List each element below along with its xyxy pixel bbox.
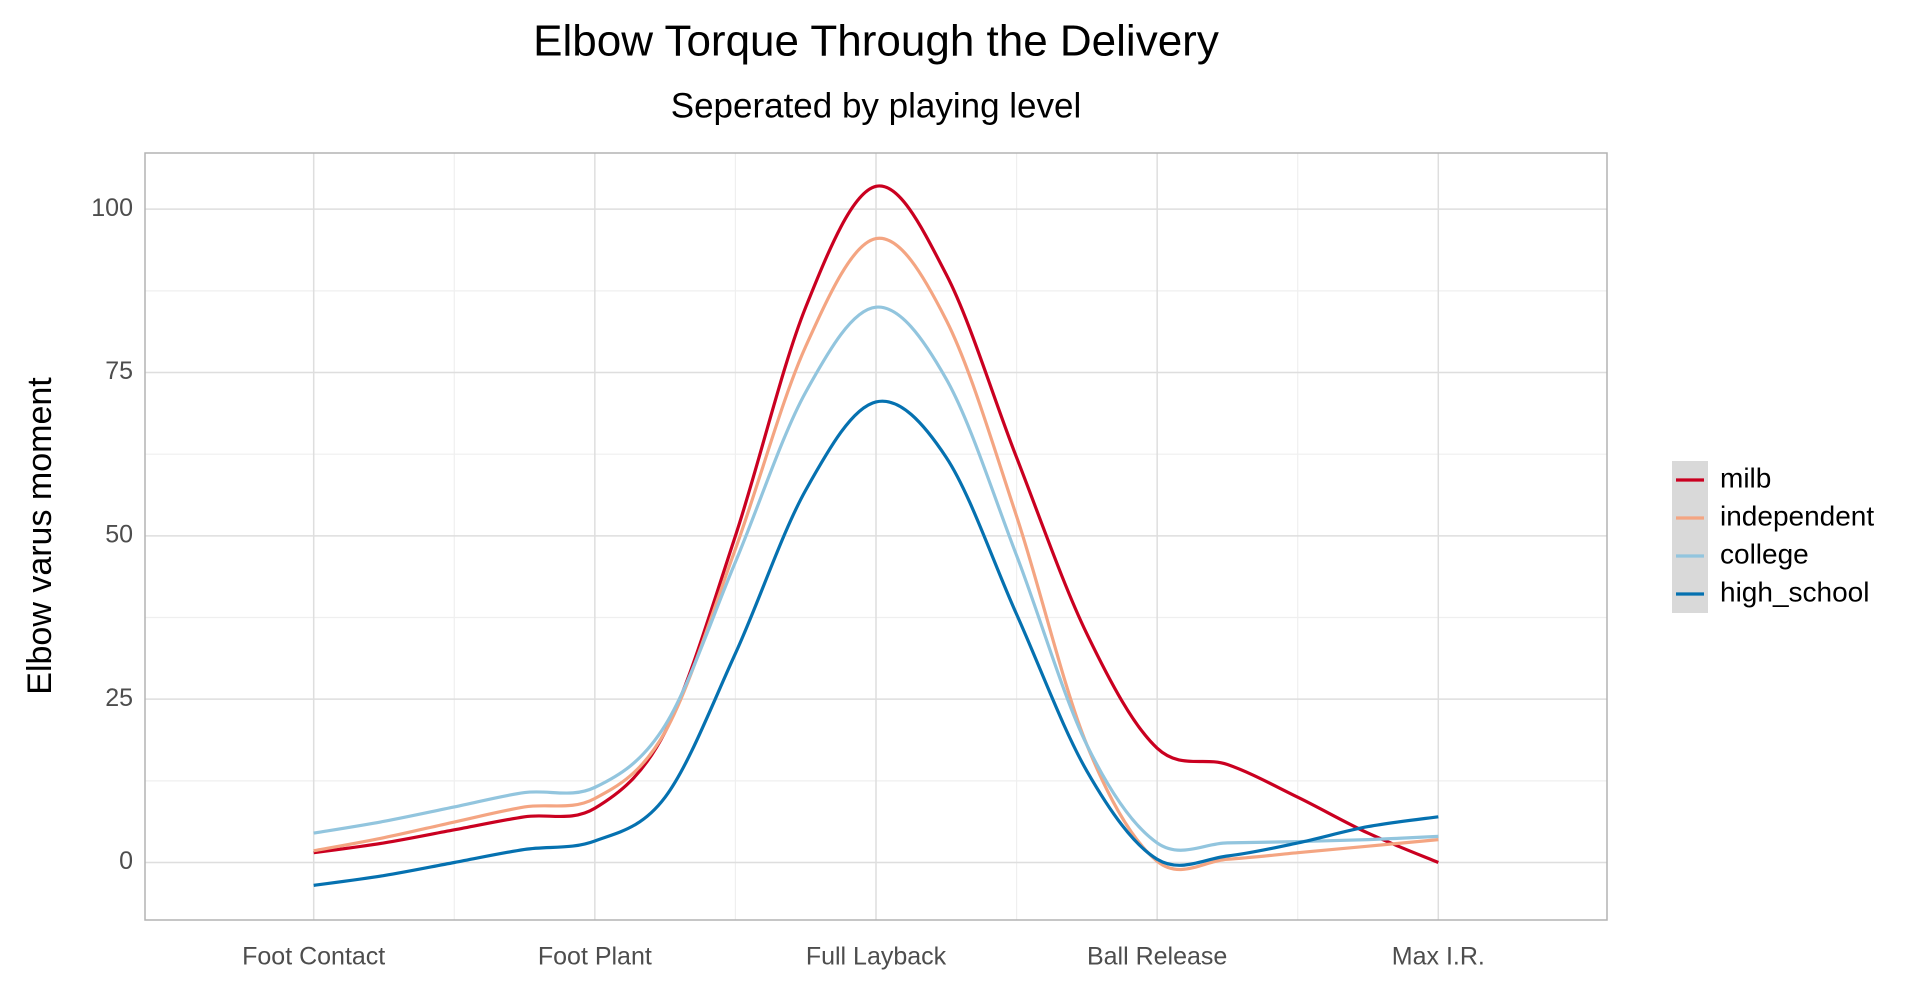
x-tick-label: Foot Plant [538, 943, 652, 971]
chart-subtitle: Seperated by playing level [671, 86, 1082, 125]
x-tick-label: Max I.R. [1392, 943, 1485, 971]
y-axis-title: Elbow varus moment [21, 377, 59, 695]
series-line [313, 184, 1439, 864]
x-tick-label: Foot Contact [242, 943, 385, 971]
legend-label: milb [1720, 462, 1771, 493]
legend-label: college [1720, 538, 1809, 569]
legend-key-background [1672, 461, 1708, 613]
series-line [313, 399, 1439, 887]
y-tick-label: 75 [105, 357, 133, 385]
plot-border [144, 152, 1608, 921]
y-tick-label: 50 [105, 520, 133, 548]
y-tick-label: 25 [105, 684, 133, 712]
series-line [313, 236, 1439, 872]
y-tick-label: 100 [91, 194, 133, 222]
legend-label: high_school [1720, 576, 1869, 607]
chart-title: Elbow Torque Through the Delivery [533, 17, 1219, 66]
x-tick-label: Ball Release [1087, 943, 1227, 971]
y-tick-label: 0 [119, 847, 133, 875]
legend: milb independent college high_school [1672, 461, 1874, 613]
series-line [313, 305, 1439, 852]
legend-label: independent [1720, 500, 1874, 531]
x-tick-label: Full Layback [806, 943, 947, 971]
